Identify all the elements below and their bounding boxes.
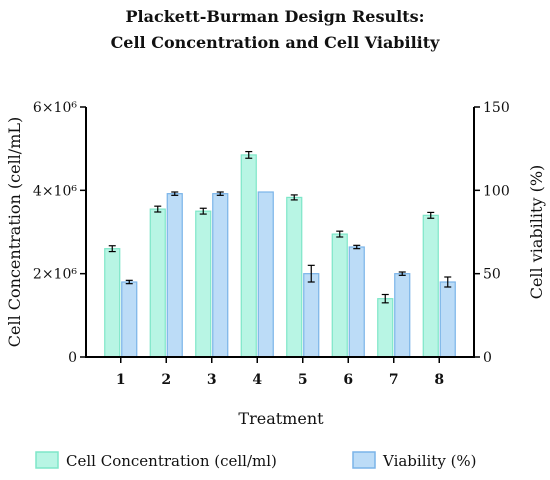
legend-swatch-viability	[352, 451, 376, 469]
x-tick-label-1: 1	[116, 372, 126, 388]
error-bar-cell-concentration-6	[336, 230, 344, 238]
legend-label-viability: Viability (%)	[382, 452, 477, 470]
legend: Cell Concentration (cell/ml) Viability (…	[35, 451, 477, 470]
error-bar-viability-8	[444, 276, 452, 288]
y-right-tick-label: 100	[483, 183, 510, 199]
error-bar-cell-concentration-5	[290, 194, 298, 201]
plot-area: 1 2 3 4 5 6 7 8 0 2×10⁶ 4×10⁶ 6×10⁶ 0 50 100 150	[33, 100, 510, 388]
bar-cell-concentration-1	[104, 248, 121, 358]
bar-cell-concentration-8	[422, 214, 439, 358]
bar-cell-concentration-2	[149, 208, 166, 358]
x-axis-label: Treatment	[238, 409, 324, 428]
legend-swatch-cell-concentration	[35, 451, 59, 469]
error-bar-cell-concentration-4	[245, 150, 253, 159]
chart-title-line-1: Plackett-Burman Design Results:	[125, 7, 424, 26]
bar-viability-7	[394, 273, 411, 358]
x-tick-label-4: 4	[252, 372, 262, 388]
x-tick-label-2: 2	[161, 372, 171, 388]
bar-viability-5	[303, 273, 320, 358]
bar-cell-concentration-5	[286, 196, 303, 358]
x-tick-label-6: 6	[343, 372, 353, 388]
error-bar-viability-2	[171, 191, 179, 196]
bar-cell-concentration-7	[377, 298, 394, 358]
error-bar-cell-concentration-3	[199, 207, 207, 215]
bar-viability-3	[212, 193, 229, 358]
bar-viability-8	[439, 281, 456, 358]
y-axis-right-label: Cell viability (%)	[527, 165, 546, 300]
error-bar-viability-1	[125, 279, 133, 285]
y-left-tick-label: 2×10⁶	[33, 267, 77, 283]
y-right-tick-label: 150	[483, 100, 510, 116]
bar-cell-concentration-4	[240, 154, 257, 358]
bar-viability-4	[257, 191, 274, 358]
error-bar-viability-7	[398, 271, 406, 276]
chart-title-line-2: Cell Concentration and Cell Viability	[111, 33, 441, 52]
x-tick-label-5: 5	[298, 372, 308, 388]
error-bar-viability-5	[307, 264, 315, 283]
error-bar-viability-3	[216, 191, 224, 196]
x-tick-label-7: 7	[389, 372, 399, 388]
bar-viability-2	[166, 193, 183, 358]
y-left-tick-label: 0	[68, 350, 77, 366]
bar-cell-concentration-3	[195, 210, 212, 358]
bar-viability-1	[121, 281, 138, 358]
error-bar-cell-concentration-1	[108, 245, 116, 253]
error-bar-viability-6	[353, 244, 361, 250]
y-left-tick-label: 6×10⁶	[33, 100, 77, 116]
x-tick-label-8: 8	[434, 372, 444, 388]
bar-cell-concentration-6	[331, 233, 348, 358]
error-bar-cell-concentration-8	[427, 211, 435, 219]
y-right-tick-label: 0	[483, 350, 492, 366]
y-right-tick-label: 50	[483, 267, 501, 283]
error-bar-cell-concentration-2	[154, 205, 162, 213]
y-left-tick-label: 4×10⁶	[33, 183, 77, 199]
error-bar-cell-concentration-7	[381, 293, 389, 304]
x-tick-label-3: 3	[207, 372, 217, 388]
legend-label-cell-concentration: Cell Concentration (cell/ml)	[66, 452, 277, 470]
bar-viability-6	[348, 246, 365, 358]
y-axis-left-label: Cell Concentration (cell/mL)	[5, 117, 24, 347]
